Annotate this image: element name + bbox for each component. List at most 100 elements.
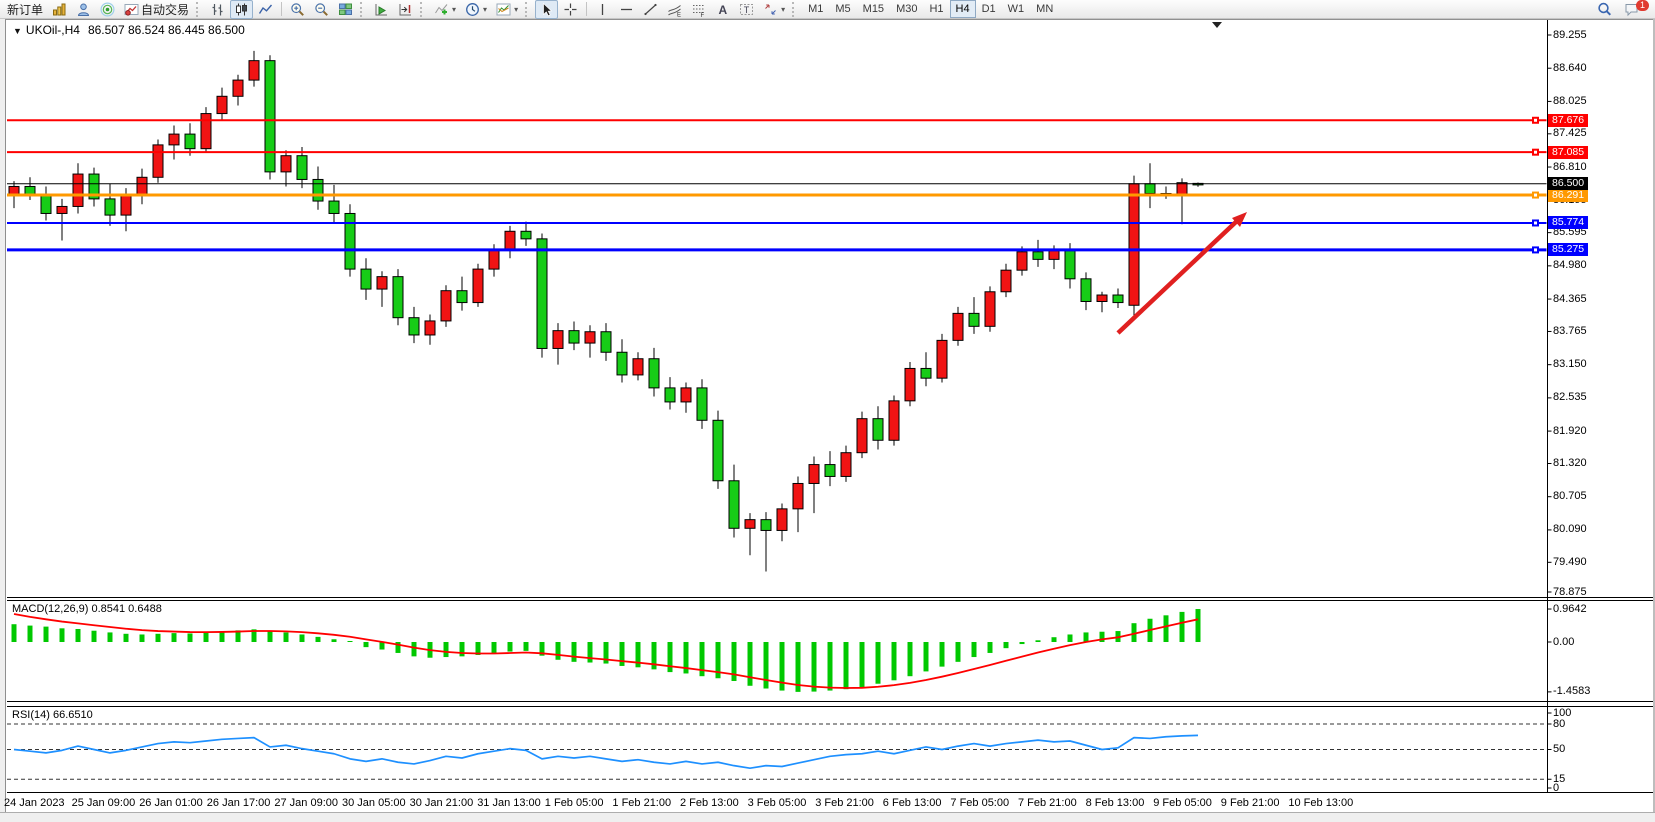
text-label-button[interactable]: T	[735, 0, 758, 19]
macd-label: MACD(12,26,9) 0.8541 0.6488	[12, 603, 162, 615]
auto-trading-button[interactable]: 自动交易	[120, 0, 193, 19]
zoom-out-button[interactable]	[310, 0, 333, 19]
price-tick: 83.765	[1553, 324, 1587, 337]
price-tag-87.676: 87.676	[1548, 113, 1589, 127]
zoom-in-button[interactable]	[286, 0, 309, 19]
chart-title: ▼ UKOil-,H4 86.507 86.524 86.445 86.500	[13, 23, 245, 37]
price-tick: 81.320	[1553, 456, 1587, 469]
time-label: 6 Feb 13:00	[882, 797, 942, 809]
timeframe-mn[interactable]: MN	[1036, 3, 1054, 15]
arrows-icon	[763, 2, 778, 17]
price-tick: 79.490	[1553, 555, 1587, 568]
channel-button[interactable]: E	[663, 0, 686, 19]
tile-windows-icon	[338, 2, 353, 17]
crosshair-icon	[563, 2, 578, 17]
time-label: 7 Feb 05:00	[950, 797, 1010, 809]
channel-icon: E	[667, 2, 682, 17]
periods-button[interactable]: ▾	[461, 0, 491, 19]
new-order-button[interactable]: 新订单	[3, 0, 47, 19]
time-label: 10 Feb 13:00	[1288, 797, 1354, 809]
line-chart-icon	[258, 2, 273, 17]
timeframe-m1[interactable]: M1	[808, 3, 824, 15]
new-order-label: 新订单	[7, 2, 44, 17]
time-label: 30 Jan 05:00	[342, 797, 406, 809]
timeframe-w1[interactable]: W1	[1007, 3, 1025, 15]
price-tag-86.500: 86.500	[1548, 177, 1589, 191]
macd-tick: 0.00	[1553, 635, 1575, 648]
bar-chart-button[interactable]	[206, 0, 229, 19]
chart-dropdown-icon[interactable]: ▼	[13, 26, 22, 36]
chevron-down-icon: ▾	[514, 4, 519, 14]
notifications-button[interactable]: 1	[1620, 0, 1649, 19]
zoom-out-icon	[314, 2, 329, 17]
autotrade-icon	[124, 2, 139, 17]
rsi-tick: 15	[1553, 772, 1566, 785]
timeframe-h4[interactable]: H4	[949, 0, 976, 18]
auto-scroll-button[interactable]	[370, 0, 393, 19]
line-chart-button[interactable]	[254, 0, 277, 19]
signals-button[interactable]	[96, 0, 119, 19]
price-tick: 78.875	[1553, 585, 1587, 598]
time-label: 3 Feb 05:00	[747, 797, 807, 809]
rsi-label: RSI(14) 66.6510	[12, 709, 93, 721]
auto-trading-label: 自动交易	[141, 2, 190, 17]
time-label: 1 Feb 05:00	[544, 797, 604, 809]
timeframe-h1[interactable]: H1	[929, 3, 944, 15]
text-button[interactable]: A	[711, 0, 734, 19]
price-tag-86.291: 86.291	[1548, 188, 1589, 202]
horizontal-line-button[interactable]	[615, 0, 638, 19]
price-tick: 87.425	[1553, 127, 1587, 140]
search-button[interactable]	[1593, 0, 1616, 19]
timeframe-m15[interactable]: M15	[862, 3, 885, 15]
indicators-icon	[434, 2, 449, 17]
profile-button[interactable]	[72, 0, 95, 19]
vertical-line-icon	[595, 2, 610, 17]
price-tick: 80.090	[1553, 523, 1587, 536]
vertical-line-button[interactable]	[591, 0, 614, 19]
cursor-icon	[539, 2, 554, 17]
templates-icon	[496, 2, 511, 17]
price-tick: 88.025	[1553, 94, 1587, 107]
crosshair-button[interactable]	[559, 0, 582, 19]
fibonacci-button[interactable]: F	[687, 0, 710, 19]
signals-icon	[100, 1, 115, 17]
indicators-button[interactable]: ▾	[430, 0, 460, 19]
timeframe-d1[interactable]: D1	[981, 3, 996, 15]
trendline-icon	[643, 2, 658, 17]
time-label: 9 Feb 21:00	[1220, 797, 1280, 809]
svg-text:E: E	[677, 12, 681, 17]
timeframe-m5[interactable]: M5	[835, 3, 851, 15]
zoom-in-icon	[290, 2, 305, 17]
rsi-tick: 100	[1553, 706, 1572, 719]
timeframe-m30[interactable]: M30	[896, 3, 918, 15]
notification-badge: 1	[1636, 0, 1649, 11]
horizontal-line-icon	[619, 2, 634, 17]
price-tick: 84.365	[1553, 292, 1587, 305]
svg-text:F: F	[701, 12, 705, 16]
rsi-tick: 80	[1553, 717, 1566, 730]
price-tag-85.275: 85.275	[1548, 243, 1589, 257]
cursor-button[interactable]	[535, 0, 559, 19]
chevron-down-icon: ▾	[483, 4, 488, 14]
tile-windows-button[interactable]	[334, 0, 357, 19]
time-label: 27 Jan 09:00	[274, 797, 339, 809]
arrows-button[interactable]: ▾	[759, 0, 789, 19]
trendline-button[interactable]	[639, 0, 662, 19]
charts-button[interactable]	[48, 0, 71, 19]
time-label: 1 Feb 21:00	[612, 797, 672, 809]
auto-scroll-icon	[374, 2, 389, 17]
chart-shift-button[interactable]	[394, 0, 417, 19]
time-label: 26 Jan 01:00	[139, 797, 203, 809]
svg-text:A: A	[719, 3, 728, 17]
time-label: 8 Feb 13:00	[1085, 797, 1145, 809]
chart-shift-icon	[398, 2, 413, 17]
time-label: 26 Jan 17:00	[206, 797, 271, 809]
candlestick-chart-button[interactable]	[230, 0, 254, 19]
text-label-icon: T	[739, 2, 754, 17]
status-strip	[0, 812, 1655, 822]
templates-button[interactable]: ▾	[492, 0, 522, 19]
charts-icon	[52, 2, 67, 17]
price-tag-85.774: 85.774	[1548, 216, 1589, 230]
